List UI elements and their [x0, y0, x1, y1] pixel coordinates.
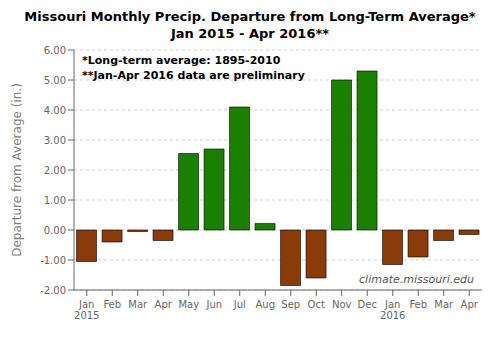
svg-text:Apr: Apr [461, 299, 479, 310]
svg-text:Nov: Nov [332, 299, 352, 310]
svg-text:2.00: 2.00 [44, 165, 66, 176]
svg-text:1.00: 1.00 [44, 195, 66, 206]
html-text:climate.missouri.edu: climate.missouri.edu [359, 273, 474, 286]
html-text:*Long-term average: 1895-2010: *Long-term average: 1895-2010 [82, 54, 281, 67]
svg-text:-2.00: -2.00 [40, 285, 66, 296]
svg-text:0.00: 0.00 [44, 225, 66, 236]
svg-text:Oct: Oct [308, 299, 325, 310]
svg-text:Feb: Feb [103, 299, 121, 310]
svg-text:Aug: Aug [255, 299, 275, 310]
svg-text:-1.00: -1.00 [40, 255, 66, 266]
svg-text:Jul: Jul [233, 299, 246, 310]
svg-text:Jan2016: Jan2016 [380, 299, 405, 321]
svg-text:Feb: Feb [409, 299, 427, 310]
svg-text:4.00: 4.00 [44, 105, 66, 116]
svg-text:Departure from Average (in.): Departure from Average (in.) [10, 83, 24, 257]
svg-text:Mar: Mar [434, 299, 454, 310]
svg-text:5.00: 5.00 [44, 75, 66, 86]
svg-text:Jan2015: Jan2015 [74, 299, 99, 321]
svg-text:May: May [178, 299, 199, 310]
svg-text:Mar: Mar [128, 299, 148, 310]
svg-text:6.00: 6.00 [44, 45, 66, 56]
svg-text:Jun: Jun [205, 299, 222, 310]
html-text:**Jan-Apr 2016 data are prelim: **Jan-Apr 2016 data are preliminary [82, 69, 305, 82]
svg-text:3.00: 3.00 [44, 135, 66, 146]
html-text:Missouri Monthly Precip. Depar: Missouri Monthly Precip. Departure from … [24, 9, 476, 24]
html-text:Jan 2015 - Apr 2016**: Jan 2015 - Apr 2016** [170, 26, 329, 41]
svg-text:Dec: Dec [358, 299, 377, 310]
svg-text:Sep: Sep [281, 299, 300, 310]
svg-text:Apr: Apr [155, 299, 173, 310]
